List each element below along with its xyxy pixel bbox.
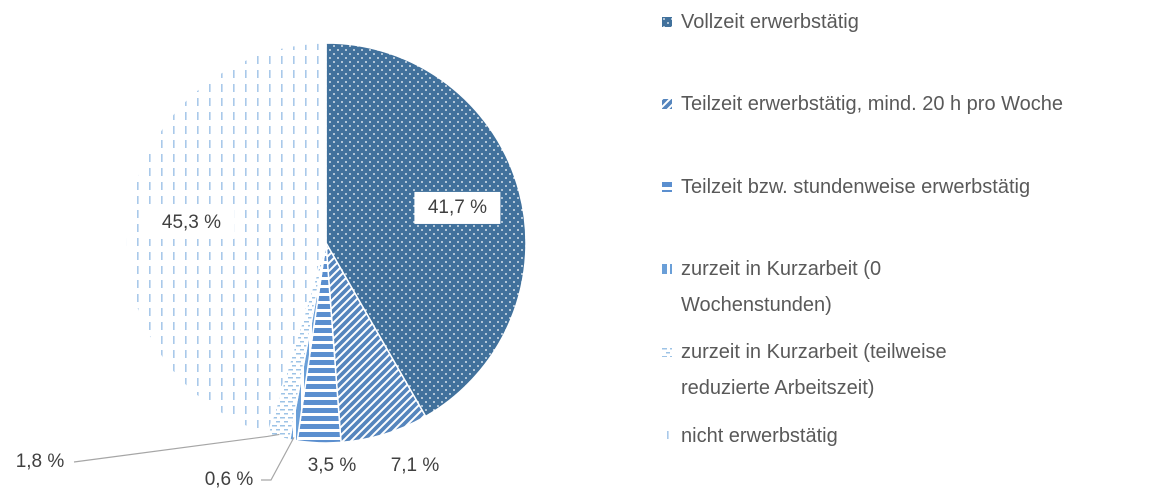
label-box (414, 191, 501, 224)
legend-item: Vollzeit erwerbstätig (662, 4, 1122, 40)
legend-label: Teilzeit bzw. stundenweise erwerbstätig (681, 176, 1031, 198)
legend-marker (662, 182, 672, 192)
legend-marker (662, 431, 672, 441)
data-label: 7,1 % (391, 455, 440, 476)
data-label: 0,6 % (205, 469, 254, 490)
chart: 41,7 % 7,1 % 3,5 % 0,6 % 1,8 % 45,3 % (16, 42, 527, 490)
legend-marker (662, 17, 672, 27)
legend-item: zurzeit in Kurzarbeit (teilweise reduzie… (662, 334, 992, 406)
legend-marker (662, 264, 672, 274)
leader-line (73, 433, 280, 463)
data-label: 3,5 % (308, 455, 357, 476)
data-label: 1,8 % (16, 451, 65, 472)
legend-label: Teilzeit erwerbstätig, mind. 20 h pro Wo… (681, 93, 1064, 115)
legend-item: nicht erwerbstätig (662, 418, 1122, 454)
data-label: 41,7 % (428, 197, 487, 218)
legend-label: nicht erwerbstätig (681, 425, 838, 447)
legend-label: zurzeit in Kurzarbeit (0 Wochenstunden) (681, 258, 882, 316)
legend-label: Vollzeit erwerbstätig (681, 11, 859, 33)
legend-item: Teilzeit bzw. stundenweise erwerbstätig (662, 169, 1132, 205)
legend-item: Teilzeit erwerbstätig, mind. 20 h pro Wo… (662, 86, 1102, 122)
legend-label: zurzeit in Kurzarbeit (teilweise reduzie… (681, 341, 947, 399)
leader-line (261, 437, 295, 481)
legend-item: zurzeit in Kurzarbeit (0 Wochenstunden) (662, 251, 942, 323)
pie-slice (325, 42, 527, 418)
legend-marker (662, 99, 672, 109)
data-label: 45,3 % (162, 212, 221, 233)
legend-marker (662, 347, 672, 357)
label-box (148, 206, 235, 239)
